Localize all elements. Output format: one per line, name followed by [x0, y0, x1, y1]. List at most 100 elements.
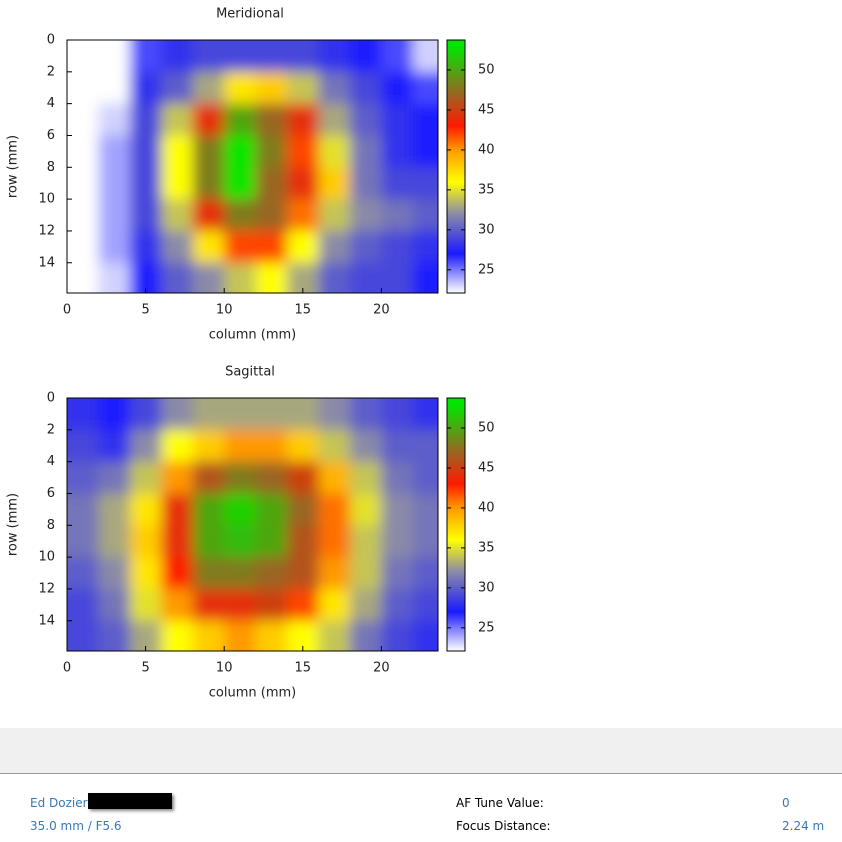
cell: [412, 525, 438, 558]
cell: [192, 103, 225, 136]
cell: [349, 262, 382, 293]
cell: [192, 40, 225, 73]
cell: [287, 620, 320, 651]
cell: [255, 398, 288, 431]
x-tick-label: 15: [295, 303, 312, 318]
cell: [98, 429, 131, 463]
cell: [98, 525, 131, 558]
cell: [98, 135, 131, 168]
cell: [412, 199, 438, 232]
cell: [224, 493, 257, 526]
cell: [129, 620, 162, 651]
y-tick-label: 12: [38, 223, 55, 238]
cell: [381, 199, 414, 232]
cell: [67, 262, 99, 293]
cell: [349, 135, 382, 168]
cell: [349, 230, 382, 264]
colorbar-tick-label: 30: [478, 222, 495, 237]
cell: [129, 103, 162, 136]
y-tick-label: 6: [47, 486, 55, 501]
cell: [318, 398, 351, 431]
cell: [412, 398, 438, 431]
lens: 35.0 mm / F5.6: [30, 819, 122, 833]
cell: [98, 557, 131, 590]
cell: [224, 40, 257, 73]
x-tick-label: 15: [295, 661, 312, 676]
cell: [129, 230, 162, 264]
cell: [98, 230, 131, 264]
cell: [129, 557, 162, 590]
cell: [192, 620, 225, 651]
redaction: [88, 793, 172, 809]
cell: [349, 588, 382, 622]
colorbar-tick-label: 40: [478, 500, 495, 515]
cell: [98, 620, 131, 651]
cell: [381, 262, 414, 293]
x-tick-label: 5: [141, 303, 149, 318]
cell: [98, 588, 131, 622]
cell: [349, 199, 382, 232]
cell: [129, 461, 162, 494]
heatmap: [67, 40, 438, 293]
x-axis-label: column (mm): [209, 686, 296, 701]
cell: [129, 167, 162, 200]
cell: [349, 493, 382, 526]
cell: [98, 71, 131, 105]
cell: [67, 461, 99, 494]
cell: [98, 103, 131, 136]
cell: [192, 230, 225, 264]
cell: [412, 135, 438, 168]
cell: [129, 71, 162, 105]
cell: [287, 230, 320, 264]
cell: [224, 525, 257, 558]
x-tick-label: 10: [216, 661, 233, 676]
cell: [381, 230, 414, 264]
cell: [255, 461, 288, 494]
cell: [318, 230, 351, 264]
cell: [98, 167, 131, 200]
cell: [318, 620, 351, 651]
colorbar-tick-label: 45: [478, 460, 495, 475]
cell: [161, 230, 194, 264]
footer-band: [0, 728, 842, 774]
cell: [224, 461, 257, 494]
heatmap-cells: [67, 398, 438, 651]
cell: [381, 557, 414, 590]
cell: [381, 429, 414, 463]
cell: [287, 167, 320, 200]
cell: [287, 40, 320, 73]
cell: [67, 557, 99, 590]
cell: [129, 199, 162, 232]
cell: [192, 525, 225, 558]
cell: [224, 230, 257, 264]
cell: [224, 135, 257, 168]
cell: [161, 557, 194, 590]
cell: [161, 588, 194, 622]
cell: [381, 103, 414, 136]
cell: [381, 620, 414, 651]
colorbar-tick-label: 50: [478, 420, 495, 435]
cell: [192, 71, 225, 105]
heatmap-cells: [67, 40, 438, 293]
cell: [412, 557, 438, 590]
cell: [224, 398, 257, 431]
x-tick-label: 0: [63, 661, 71, 676]
cell: [412, 429, 438, 463]
cell: [287, 493, 320, 526]
user-link[interactable]: Ed Dozier: [30, 796, 88, 810]
cell: [67, 230, 99, 264]
cell: [349, 71, 382, 105]
cell: [318, 167, 351, 200]
cell: [318, 103, 351, 136]
chart-title: Meridional: [216, 7, 284, 22]
y-tick-label: 8: [47, 518, 55, 533]
cell: [412, 620, 438, 651]
colorbar-tick-label: 30: [478, 580, 495, 595]
cell: [287, 199, 320, 232]
cell: [161, 262, 194, 293]
cell: [224, 71, 257, 105]
cell: [255, 199, 288, 232]
cell: [381, 71, 414, 105]
cell: [98, 398, 131, 431]
